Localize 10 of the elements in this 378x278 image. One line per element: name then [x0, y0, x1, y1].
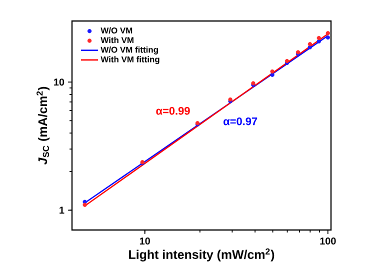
x-axis-title: Light intensity (mW/cm$^{2}$): [129, 248, 274, 262]
annotation: α=0.99: [156, 107, 190, 115]
annotation: α=0.97: [224, 117, 258, 126]
x-tick-label: 100: [320, 238, 336, 245]
legend-label: With VM: [100, 36, 134, 44]
legend-label: W/O VM: [100, 27, 132, 34]
legend-label: W/O VM fitting: [100, 46, 158, 54]
y-axis-title: J$_{SC}$ (mA/cm$^{2}$): [36, 86, 50, 165]
y-tick-label: 1: [60, 206, 64, 214]
legend-label: With VM fitting: [100, 56, 160, 64]
